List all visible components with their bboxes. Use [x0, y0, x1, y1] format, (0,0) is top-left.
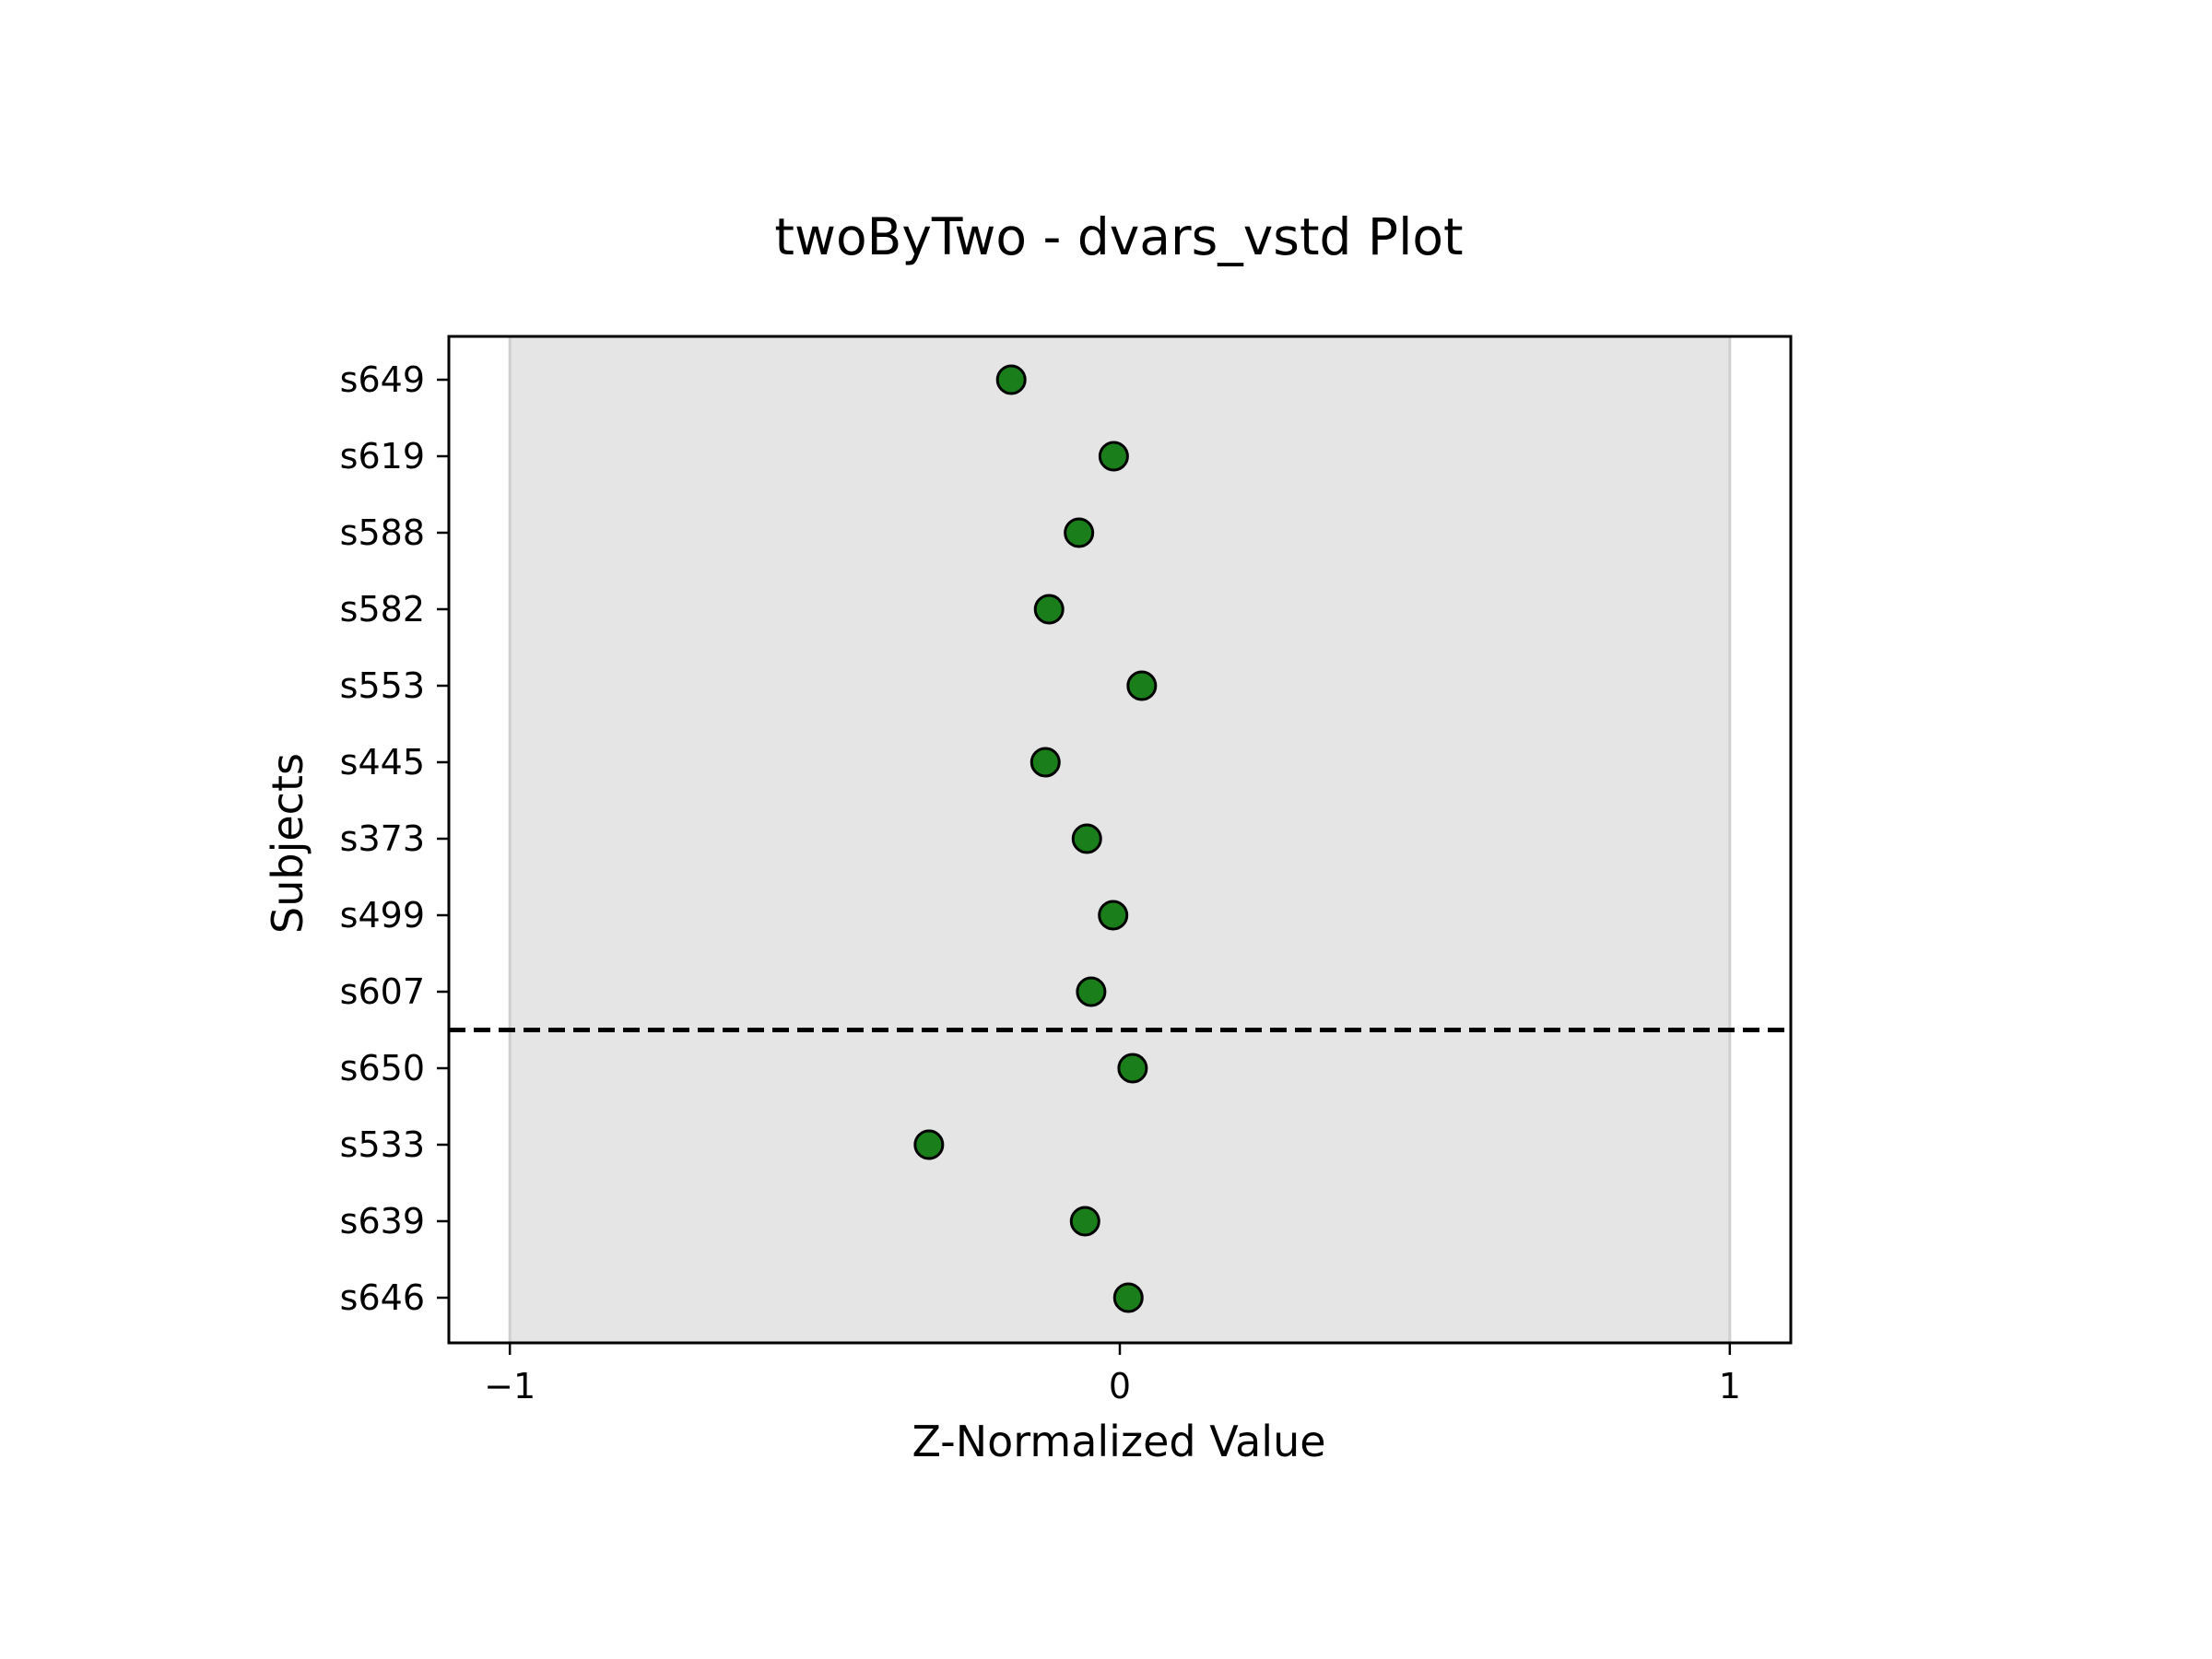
data-point-s639	[1069, 1206, 1100, 1237]
y-tick-label-s499: s499	[340, 895, 425, 935]
x-tick-label-1: 0	[1109, 1366, 1131, 1406]
y-tick-label-s607: s607	[340, 971, 425, 1012]
shaded-range	[510, 336, 1730, 1343]
data-point-s373	[1071, 823, 1102, 854]
y-tick-label-s553: s553	[340, 665, 425, 706]
chart-title: twoByTwo - dvars_vstd Plot	[774, 207, 1463, 266]
y-tick-label-s646: s646	[340, 1277, 425, 1318]
x-tick-label-0: −1	[484, 1366, 535, 1406]
y-tick-label-s373: s373	[340, 818, 425, 859]
plot-area: s646 s639 s533 s650 s607 s499 s373 s445 s553 s582…	[340, 335, 1793, 1406]
data-point-s619	[1098, 441, 1129, 472]
data-point-s607	[1076, 976, 1107, 1007]
data-point-s588	[1064, 517, 1095, 548]
y-tick-label-s582: s582	[340, 589, 425, 629]
x-tick-label-2: 1	[1719, 1366, 1741, 1406]
y-tick-label-s649: s649	[340, 359, 425, 400]
data-point-s646	[1112, 1282, 1144, 1313]
y-tick-label-s533: s533	[340, 1124, 425, 1165]
data-point-s553	[1126, 670, 1158, 701]
y-tick-label-s588: s588	[340, 512, 425, 553]
y-axis-label: Subjects	[263, 753, 312, 934]
data-point-s499	[1098, 900, 1129, 931]
data-point-s445	[1030, 747, 1061, 778]
x-axis-label: Z-Normalized Value	[912, 1417, 1325, 1466]
data-point-s533	[913, 1129, 945, 1160]
data-point-s582	[1033, 594, 1065, 625]
y-tick-label-s650: s650	[340, 1048, 425, 1088]
y-tick-label-s445: s445	[340, 742, 425, 782]
data-point-s649	[995, 364, 1027, 395]
y-tick-label-s639: s639	[340, 1201, 425, 1241]
data-point-s650	[1117, 1053, 1148, 1084]
y-tick-label-s619: s619	[340, 436, 425, 477]
